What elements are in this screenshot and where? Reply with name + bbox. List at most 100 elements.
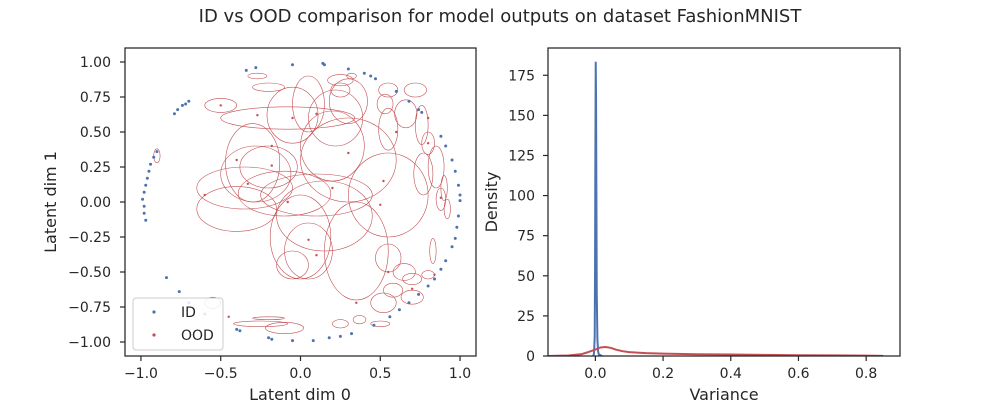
y-tick-label: 0 [526, 349, 535, 365]
legend-ood-marker [152, 333, 156, 337]
ood-ellipse [300, 110, 365, 182]
id-point [172, 112, 176, 116]
ood-point [382, 179, 385, 183]
ood-point [395, 130, 398, 134]
id-point [346, 67, 350, 71]
ood-ellipse [220, 106, 356, 130]
y-tick-label: 0.25 [80, 160, 111, 176]
ood-ellipses [153, 72, 451, 334]
ood-ellipse [252, 82, 285, 92]
id-density-line [592, 61, 603, 356]
x-tick-label: 0.8 [855, 366, 877, 382]
ood-ellipse [370, 320, 391, 327]
scatter-points [141, 61, 462, 343]
id-point [417, 108, 421, 112]
ood-point [315, 112, 318, 116]
id-point [444, 259, 448, 263]
y-tick-label: 25 [517, 309, 535, 325]
ood-ellipse [429, 238, 437, 264]
ood-ellipse [284, 222, 333, 280]
id-point [388, 315, 392, 319]
ood-ellipse [252, 316, 285, 320]
id-point [176, 108, 180, 112]
ood-ellipse [370, 292, 397, 313]
id-point [177, 290, 181, 294]
id-point [338, 334, 342, 338]
ood-point [219, 104, 222, 107]
x-axis-ticks: −1.0 −0.5 0.0 0.5 1.0 [124, 356, 471, 382]
ood-ellipse [308, 89, 364, 147]
ood-ellipse [237, 170, 332, 217]
ood-point [426, 116, 430, 120]
ood-point [270, 164, 273, 167]
id-point [311, 339, 315, 343]
x-tick-label: −1.0 [124, 366, 158, 382]
ood-ellipse [403, 82, 427, 98]
id-point [141, 197, 145, 201]
right-y-axis-label: Density [482, 172, 501, 233]
ood-ellipse [233, 320, 289, 327]
legend: ID OOD [132, 297, 224, 351]
id-point [267, 336, 271, 340]
id-point [456, 214, 460, 218]
x-tick-label: 0.6 [787, 366, 809, 382]
ood-point [246, 182, 250, 185]
ood-point [331, 186, 334, 190]
id-point [254, 66, 258, 70]
ood-ellipse [435, 187, 446, 211]
density-lines [548, 61, 884, 356]
id-point [444, 144, 448, 148]
ood-ellipse [225, 123, 281, 203]
id-point [147, 169, 151, 173]
ood-ellipse [378, 82, 399, 98]
ood-ellipse [421, 270, 435, 280]
x-tick-label: 0.2 [652, 366, 674, 382]
id-point [450, 245, 454, 249]
ood-ellipse [392, 263, 416, 281]
ood-point [270, 144, 273, 148]
ood-ellipse [376, 93, 394, 115]
ood-ellipse [269, 194, 332, 280]
y-tick-label: −0.50 [68, 265, 111, 281]
ood-ellipse [247, 72, 268, 80]
x-tick-label: −0.5 [204, 366, 238, 382]
x-axis-ticks: 0.0 0.2 0.4 0.6 0.8 [584, 356, 877, 382]
id-point [142, 211, 146, 215]
left-x-axis-label: Latent dim 0 [249, 385, 351, 400]
latent-scatter-panel: −1.0 −0.5 0.0 0.5 1.0 1.00 0.75 0.50 0.25 0.00 −0… [41, 47, 477, 400]
right-axes-frame [547, 47, 901, 357]
id-point [270, 337, 274, 341]
id-point [164, 276, 168, 280]
y-tick-label: 175 [508, 68, 535, 84]
id-point [244, 68, 248, 72]
ood-ellipse [265, 322, 304, 334]
id-point [142, 190, 146, 194]
id-point [369, 74, 373, 78]
id-point [458, 199, 462, 203]
right-x-axis-label: Variance [689, 385, 758, 400]
legend-ood-label: OOD [181, 328, 214, 344]
id-point [439, 134, 443, 138]
ood-ellipse [421, 131, 435, 155]
ood-point [307, 238, 310, 241]
ood-point [227, 315, 230, 318]
id-point [145, 176, 149, 180]
ood-ellipse [427, 145, 445, 189]
variance-density-panel: 0.0 0.2 0.4 0.6 0.8 0 25 50 75 100 125 150 175 Vari… [482, 47, 901, 400]
ood-ellipse [378, 107, 399, 151]
id-point [407, 99, 411, 103]
ood-point [410, 287, 414, 290]
ood-ellipse [327, 74, 354, 87]
ood-ellipse [330, 82, 351, 98]
x-tick-label: 0.5 [369, 366, 391, 382]
ood-density-line [548, 346, 884, 356]
ood-ellipse [352, 315, 367, 325]
id-point [426, 284, 430, 288]
id-point [397, 308, 401, 312]
ood-ellipse [443, 198, 451, 220]
id-point [453, 236, 457, 240]
ood-point [286, 200, 289, 204]
id-point [453, 169, 457, 173]
y-tick-label: 150 [508, 108, 535, 124]
y-tick-label: 50 [517, 269, 535, 285]
